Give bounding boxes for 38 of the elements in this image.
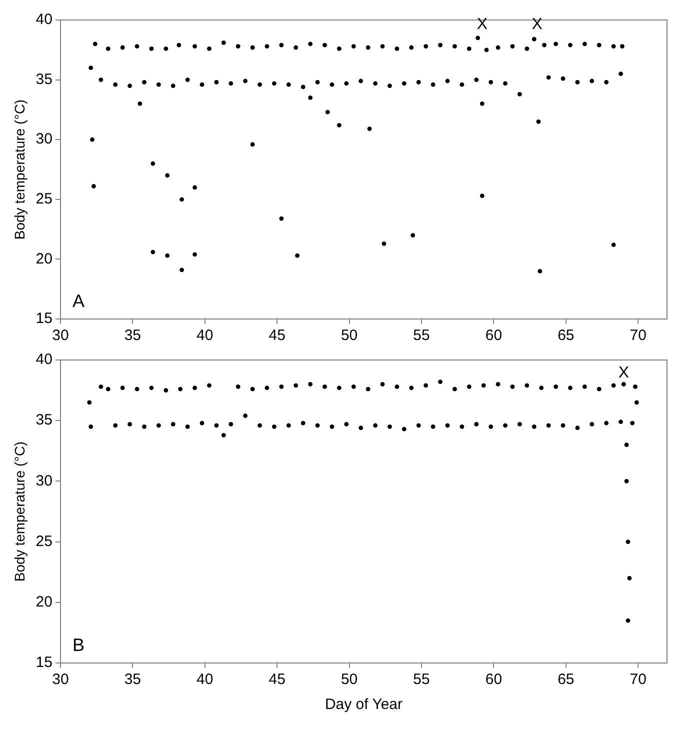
x-tick-label: 40 xyxy=(196,671,214,688)
y-tick-label: 35 xyxy=(36,412,52,429)
x-tick-label: 35 xyxy=(124,327,142,344)
y-tick-label: 20 xyxy=(36,250,52,268)
annotation: X xyxy=(476,16,488,33)
annotation: X xyxy=(532,16,543,33)
x-tick-label: 60 xyxy=(485,327,502,344)
annotation: B xyxy=(72,634,84,655)
x-tick-label: 45 xyxy=(268,327,286,344)
x-axis-title: Day of Year xyxy=(324,696,403,714)
x-tick-label: 55 xyxy=(413,671,430,688)
y-tick-label: 20 xyxy=(36,594,52,611)
x-tick-label: 30 xyxy=(52,327,69,344)
y-tick-label: 35 xyxy=(36,70,52,88)
y-tick-label: 30 xyxy=(36,472,52,490)
y-tick-label: 40 xyxy=(36,351,52,368)
y-tick-label: 15 xyxy=(36,310,52,328)
x-tick-label: 50 xyxy=(340,671,358,688)
x-tick-label: 70 xyxy=(630,327,646,344)
x-tick-label: 55 xyxy=(413,327,430,344)
y-axis-title: Body temperature (°C) xyxy=(11,99,28,240)
annotation: A xyxy=(72,290,84,311)
y-tick-label: 25 xyxy=(36,532,52,550)
x-tick-label: 65 xyxy=(558,671,574,688)
x-tick-label: 40 xyxy=(196,327,214,344)
x-tick-label: 45 xyxy=(268,671,286,688)
y-tick-label: 25 xyxy=(36,190,52,208)
x-tick-label: 35 xyxy=(124,671,142,688)
y-tick-label: 15 xyxy=(36,654,52,672)
x-tick-label: 30 xyxy=(52,671,69,688)
y-tick-label: 40 xyxy=(36,11,52,28)
y-tick-label: 30 xyxy=(36,130,52,148)
annotation: X xyxy=(618,364,630,382)
x-tick-label: 50 xyxy=(340,327,358,344)
x-tick-label: 60 xyxy=(485,671,502,688)
x-tick-label: 65 xyxy=(558,327,574,344)
y-axis-title: Body temperature (°C) xyxy=(11,441,28,582)
x-tick-label: 70 xyxy=(630,671,646,688)
